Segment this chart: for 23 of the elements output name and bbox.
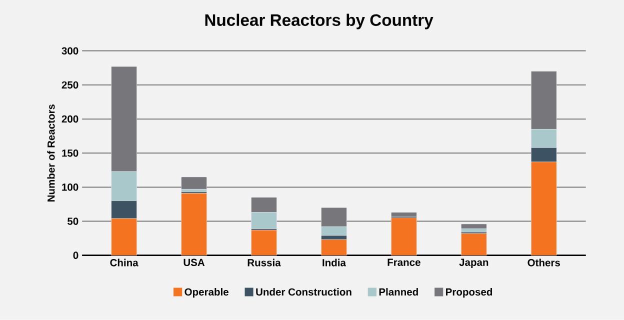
x-tick-label: Russia (248, 258, 281, 266)
x-tick-label: France (388, 258, 420, 266)
x-tick-label: India (322, 258, 346, 266)
y-tick-label: 50 (68, 218, 78, 225)
y-tick-label: 250 (62, 81, 78, 89)
bar (181, 193, 207, 256)
x-tick-label: USA (184, 258, 205, 266)
y-tick-label: 0 (73, 252, 78, 260)
legend-label: Planned (379, 288, 418, 296)
y-tick-label: 200 (62, 115, 78, 123)
x-tick-label: China (110, 258, 138, 266)
x-tick-label: Others (528, 258, 560, 266)
legend-label: Proposed (446, 288, 492, 298)
y-axis-title: Number of Reactors (47, 104, 55, 202)
chart-title: Nuclear Reactors by Country (205, 14, 434, 30)
y-tick-label: 100 (62, 184, 78, 191)
legend-label: Under Construction (256, 288, 352, 296)
y-tick-label: 150 (62, 150, 78, 157)
legend-label: Operable (184, 288, 228, 298)
x-tick-label: Japan (459, 258, 488, 268)
bar (181, 176, 207, 190)
bar (461, 224, 487, 229)
y-tick-label: 300 (62, 47, 78, 55)
